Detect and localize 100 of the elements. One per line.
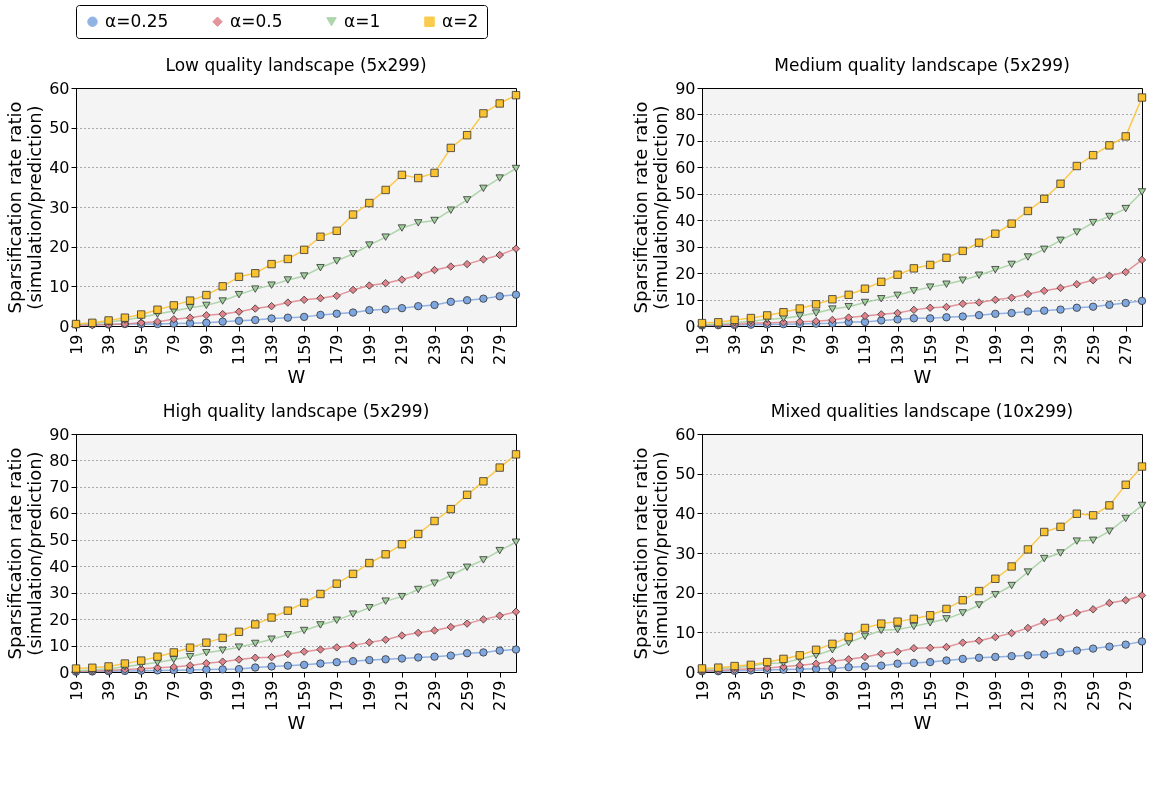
x-tick-label: 279 <box>1116 680 1136 712</box>
y-tick-label: 40 <box>49 556 70 576</box>
x-tick-label: 19 <box>66 334 86 355</box>
y-axis-title: Sparsification rate ratio (simulation/prediction) <box>630 447 672 660</box>
x-tick-label: 39 <box>725 334 745 355</box>
x-tick-label: 279 <box>1116 334 1136 366</box>
x-tick-label: 259 <box>457 680 477 712</box>
x-tick-label: 279 <box>490 334 510 366</box>
y-axis-title: Sparsification rate ratio (simulation/prediction) <box>4 101 46 314</box>
chart-title: Mixed qualities landscape (10x299) <box>770 401 1074 421</box>
y-tick-label: 80 <box>49 450 70 470</box>
x-tick-label: 99 <box>196 334 216 355</box>
x-tick-label: 19 <box>692 680 712 701</box>
y-tick-label: 50 <box>675 464 696 484</box>
chart-title: High quality landscape (5x299) <box>162 401 430 421</box>
y-tick-label: 30 <box>49 197 70 217</box>
x-tick-label: 59 <box>131 334 151 355</box>
y-tick-label: 40 <box>675 503 696 523</box>
x-tick-label: 59 <box>757 334 777 355</box>
y-tick-label: 30 <box>675 543 696 563</box>
x-tick-label: 79 <box>790 334 810 355</box>
x-tick-label: 99 <box>196 680 216 701</box>
x-tick-label: 259 <box>1083 334 1103 366</box>
y-tick-label: 20 <box>675 583 696 603</box>
y-tick-label: 0 <box>59 662 70 682</box>
x-tick-label: 139 <box>888 680 908 712</box>
y-tick-label: 10 <box>675 290 696 310</box>
x-axis-title: W <box>913 712 932 734</box>
y-tick-label: 10 <box>675 622 696 642</box>
x-axis-title: W <box>287 366 306 388</box>
y-tick-label: 20 <box>675 263 696 283</box>
x-tick-label: 259 <box>1083 680 1103 712</box>
y-tick-label: 30 <box>49 583 70 603</box>
x-tick-label: 239 <box>1051 680 1071 712</box>
x-tick-label: 219 <box>1018 680 1038 712</box>
x-tick-label: 79 <box>164 680 184 701</box>
x-tick-label: 279 <box>490 680 510 712</box>
x-tick-label: 259 <box>457 334 477 366</box>
x-tick-label: 79 <box>790 680 810 701</box>
y-tick-label: 70 <box>49 477 70 497</box>
y-axis-title: Sparsification rate ratio (simulation/prediction) <box>4 447 46 660</box>
chart-title: Medium quality landscape (5x299) <box>774 55 1070 75</box>
x-tick-label: 119 <box>229 680 249 712</box>
x-tick-label: 219 <box>1018 334 1038 366</box>
x-tick-label: 139 <box>888 334 908 366</box>
legend-label: α=2 <box>442 10 479 31</box>
y-tick-label: 70 <box>675 131 696 151</box>
x-tick-label: 39 <box>99 680 119 701</box>
chart-title: Low quality landscape (5x299) <box>165 55 427 75</box>
y-tick-label: 10 <box>49 276 70 296</box>
x-tick-label: 239 <box>425 334 445 366</box>
x-tick-label: 179 <box>327 334 347 366</box>
y-tick-label: 20 <box>49 609 70 629</box>
x-tick-label: 139 <box>262 334 282 366</box>
y-tick-label: 60 <box>49 503 70 523</box>
x-tick-label: 139 <box>262 680 282 712</box>
y-tick-label: 50 <box>675 184 696 204</box>
y-tick-label: 20 <box>49 237 70 257</box>
x-tick-label: 99 <box>822 334 842 355</box>
x-tick-label: 19 <box>66 680 86 701</box>
x-axis-title: W <box>913 366 932 388</box>
legend-label: α=1 <box>344 10 381 31</box>
y-tick-label: 60 <box>675 157 696 177</box>
y-tick-label: 10 <box>49 636 70 656</box>
x-tick-label: 219 <box>392 334 412 366</box>
x-tick-label: 39 <box>725 680 745 701</box>
y-tick-label: 80 <box>675 104 696 124</box>
x-tick-label: 39 <box>99 334 119 355</box>
x-axis-title: W <box>287 712 306 734</box>
y-tick-label: 40 <box>675 210 696 230</box>
x-tick-label: 239 <box>1051 334 1071 366</box>
x-tick-label: 179 <box>327 680 347 712</box>
y-tick-label: 50 <box>49 118 70 138</box>
x-tick-label: 199 <box>359 680 379 712</box>
x-tick-label: 219 <box>392 680 412 712</box>
y-tick-label: 40 <box>49 157 70 177</box>
y-tick-label: 0 <box>685 662 696 682</box>
x-tick-label: 159 <box>920 680 940 712</box>
x-tick-label: 199 <box>985 334 1005 366</box>
x-tick-label: 199 <box>359 334 379 366</box>
y-axis-title: Sparsification rate ratio (simulation/prediction) <box>630 101 672 314</box>
x-tick-label: 119 <box>855 334 875 366</box>
x-tick-label: 19 <box>692 334 712 355</box>
x-tick-label: 179 <box>953 680 973 712</box>
x-tick-label: 99 <box>822 680 842 701</box>
y-tick-label: 60 <box>49 78 70 98</box>
x-tick-label: 119 <box>855 680 875 712</box>
x-tick-label: 159 <box>294 680 314 712</box>
x-tick-label: 159 <box>920 334 940 366</box>
y-tick-label: 90 <box>49 424 70 444</box>
legend-label: α=0.25 <box>105 10 169 31</box>
y-tick-label: 0 <box>685 316 696 336</box>
x-tick-label: 199 <box>985 680 1005 712</box>
y-tick-label: 0 <box>59 316 70 336</box>
x-tick-label: 239 <box>425 680 445 712</box>
x-tick-label: 79 <box>164 334 184 355</box>
x-tick-label: 159 <box>294 334 314 366</box>
x-tick-label: 179 <box>953 334 973 366</box>
x-tick-label: 59 <box>131 680 151 701</box>
x-tick-label: 119 <box>229 334 249 366</box>
